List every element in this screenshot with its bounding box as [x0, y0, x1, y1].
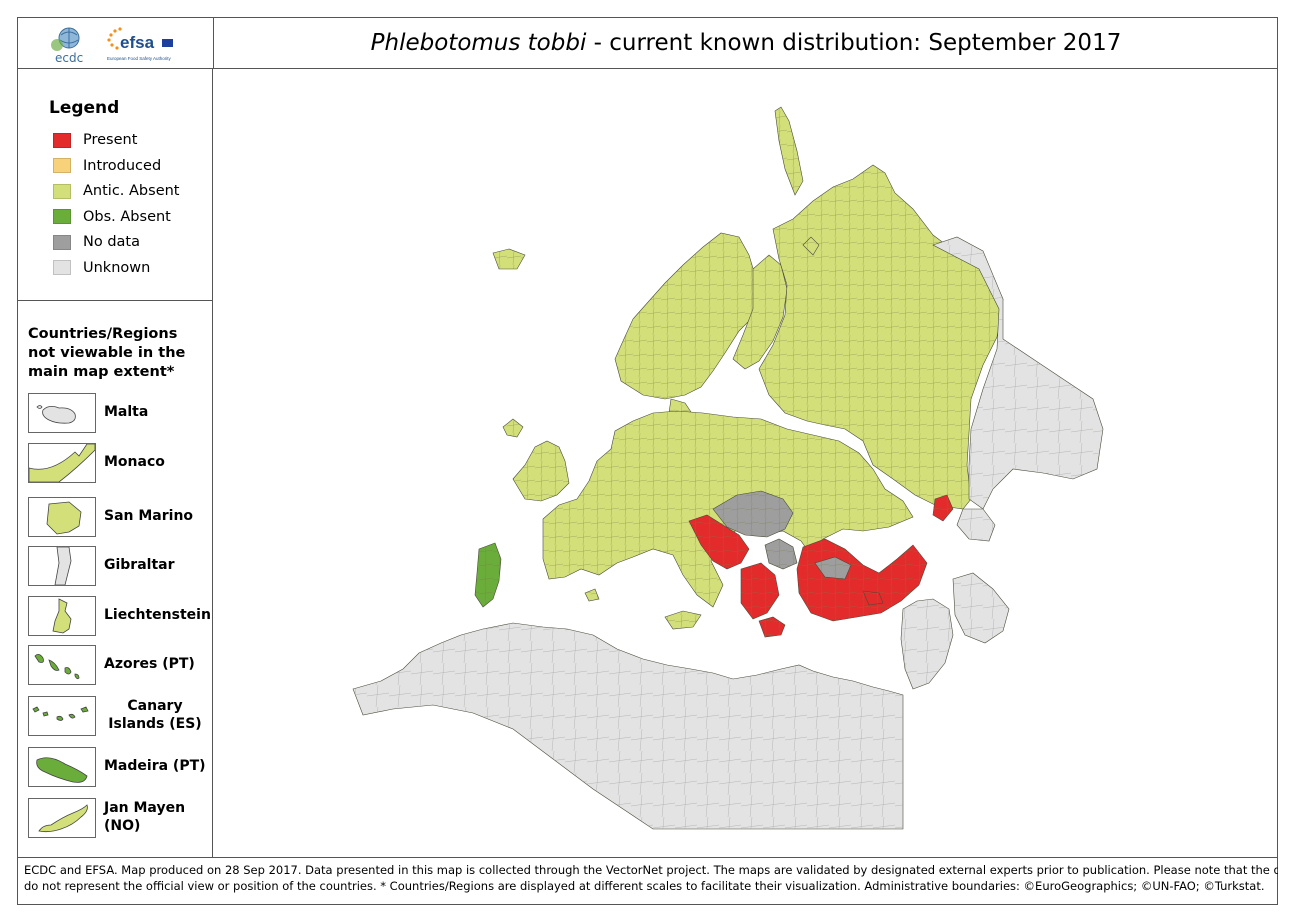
inset-map-box: [28, 696, 96, 736]
inset-label: Liechtenstein: [104, 607, 211, 623]
inset-monaco: Monaco: [28, 443, 208, 485]
inset-map-box: [28, 546, 96, 586]
inset-jan-mayen-no: Jan Mayen (NO): [28, 798, 208, 840]
legend-label: No data: [83, 234, 140, 250]
legend-swatch: [53, 158, 71, 173]
efsa-wordmark: efsa: [120, 33, 155, 52]
efsa-subtitle: European Food Safety Authority: [107, 56, 172, 61]
map-region-romania-bulgaria: [712, 490, 852, 580]
title-species: Phlebotomus tobbi: [370, 29, 587, 56]
map-region-middle-east: [900, 572, 1010, 690]
map-frame: [17, 17, 1278, 905]
inset-madeira-pt: Madeira (PT): [28, 747, 208, 789]
map-region-russia-european: [758, 106, 1004, 510]
legend-swatch: [53, 132, 71, 148]
map-region-north-africa: [352, 622, 904, 830]
legend-label: Antic. Absent: [83, 183, 180, 199]
footer-credits: ECDC and EFSA. Map produced on 28 Sep 20…: [17, 857, 1278, 905]
legend-item-antic-absent: Antic. Absent: [53, 182, 180, 200]
legend-label: Obs. Absent: [83, 208, 171, 225]
ecdc-wordmark: ecdc: [55, 51, 83, 65]
ecdc-logo: ecdc: [51, 27, 83, 65]
legend-item-unknown: Unknown: [53, 259, 150, 277]
inset-map-box: [28, 443, 96, 483]
header: ecdc efsa European Food Safety Authority…: [17, 17, 1278, 69]
inset-map-box: [28, 596, 96, 636]
legend-label: Present: [83, 132, 138, 148]
map-region-scandinavia-finland: [614, 232, 788, 422]
legend-item-obs-absent: Obs. Absent: [53, 208, 171, 226]
footer-line-1: ECDC and EFSA. Map produced on 28 Sep 20…: [24, 863, 1278, 877]
inset-san-marino: San Marino: [28, 497, 208, 539]
inset-label: Monaco: [104, 454, 165, 470]
efsa-logo: efsa European Food Safety Authority: [107, 27, 173, 61]
inset-malta: Malta: [28, 393, 208, 435]
inset-map-box: [28, 747, 96, 787]
inset-azores-pt: Azores (PT): [28, 645, 208, 687]
inset-map-box: [28, 645, 96, 685]
footer-line-2: do not represent the official view or po…: [24, 879, 1265, 893]
inset-label: Malta: [104, 404, 149, 420]
inset-liechtenstein: Liechtenstein: [28, 596, 211, 638]
map-title: Phlebotomus tobbi - current known distri…: [214, 17, 1278, 68]
partner-logos: ecdc efsa European Food Safety Authority: [51, 27, 173, 65]
inset-map-box: [28, 497, 96, 537]
main-map: [213, 69, 1278, 857]
map-region-kazakhstan-caucasus-east: [932, 236, 1104, 542]
inset-label: Jan Mayen (NO): [104, 800, 186, 834]
inset-map-box: [28, 393, 96, 433]
legend-item-introduced: Introduced: [53, 157, 161, 175]
inset-label: Azores (PT): [104, 656, 195, 672]
legend-item-present: Present: [53, 131, 137, 149]
inset-title: Countries/Regions not viewable in the ma…: [28, 326, 186, 380]
inset-label: Canary Islands (ES): [108, 698, 202, 732]
legend-label: Introduced: [83, 157, 162, 174]
legend-swatch: [53, 209, 71, 224]
legend-swatch: [53, 234, 71, 250]
legend-swatch: [53, 260, 71, 275]
title-rest: - current known distribution: September …: [586, 29, 1122, 56]
legend-item-no-data: No data: [53, 233, 140, 251]
inset-label: Madeira (PT): [104, 758, 206, 774]
legend: Legend Present Introduced Antic. Absent Obs…: [17, 69, 212, 301]
legend-title: Legend: [49, 98, 120, 118]
legend-swatch: [53, 183, 71, 199]
inset-label: Gibraltar: [104, 557, 175, 573]
sidebar: Legend Present Introduced Antic. Absent Obs…: [17, 69, 213, 857]
inset-canary-islands-es: Canary Islands (ES): [28, 696, 208, 738]
inset-map-box: [28, 798, 96, 838]
inset-gibraltar: Gibraltar: [28, 546, 208, 588]
map-region-portugal: [474, 542, 502, 608]
logo-cell: ecdc efsa European Food Safety Authority: [17, 17, 214, 68]
legend-label: Unknown: [83, 259, 151, 276]
inset-label: San Marino: [104, 508, 194, 524]
